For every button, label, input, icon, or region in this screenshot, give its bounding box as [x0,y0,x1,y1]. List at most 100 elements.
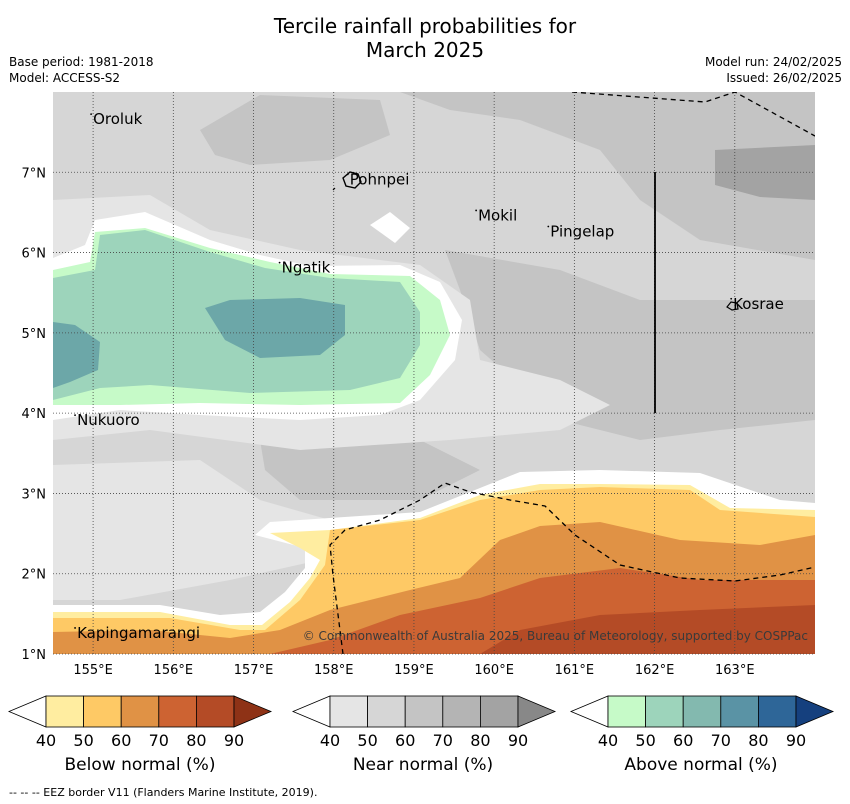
colorbar-min-arrow [291,695,331,728]
model-run: Model run: 24/02/2025 [704,55,842,69]
below-normal-colorbar: 40 50 60 70 80 90 [7,695,273,750]
above-normal-60-core [205,298,345,358]
colorbar-tick-label: 80 [748,731,768,750]
place-label: Oroluk [93,110,142,128]
colorbar-segment [120,695,160,728]
place-marker [74,627,76,629]
lat-tick-label: 1°N [22,648,47,663]
map-title-line1: Tercile rainfall probabilities for [273,14,577,38]
lon-tick-label: 157°E [234,663,274,678]
place-marker [475,209,478,212]
eez-footer-note: -- -- -- EEZ border V11 (Flanders Marine… [9,786,318,799]
lat-tick-label: 3°N [22,487,47,502]
near-normal-label: Near normal (%) [352,755,494,775]
colorbar-segment [720,695,759,728]
place-label: Kosrae [733,295,784,313]
place-label: Pohnpei [350,170,410,188]
lon-tick-label: 158°E [314,663,354,678]
kosrae-island [726,301,739,311]
colorbar-tick-label: 80 [470,731,490,750]
above-normal-label: Above normal (%) [624,755,778,775]
lon-tick-label: 159°E [394,663,434,678]
colorbar-segment [195,695,235,728]
lon-tick-label: 161°E [555,663,595,678]
colorbar-segment [607,695,646,728]
place-labels: Oroluk Pohnpei Mokil Pingelap Ngatik Kosrae Nu… [74,110,784,642]
colorbar-tick-label: 70 [711,731,731,750]
colorbar-tick-label: 40 [598,731,618,750]
eez-borders [329,92,815,654]
near-normal-colorbar: 40 50 60 70 80 90 [291,695,557,750]
colorbar-tick-label: 70 [149,731,169,750]
colorbar-tick-label: 90 [786,731,806,750]
colorbar-segment [682,695,722,728]
colorbars: 40 50 60 70 80 90 40 50 60 70 80 90 40 50 60 70 80 90 [7,695,835,750]
colorbar-max-arrow [233,695,273,728]
colorbar-tick-label: 50 [635,731,655,750]
colorbar-tick-label: 60 [395,731,415,750]
lon-tick-label: 162°E [635,663,675,678]
eez-border-north [571,92,815,137]
lon-tick-label: 155°E [73,663,113,678]
place-label: Kapingamarangi [77,624,200,642]
colorbar-tick-label: 40 [320,731,340,750]
colorbar-segment [404,695,444,728]
place-marker [730,297,733,300]
base-period: Base period: 1981-2018 [9,55,154,69]
colorbar-tick-label: 50 [357,731,377,750]
colorbar-min-arrow [7,695,47,728]
colorbar-segment [329,695,368,728]
ant-atoll [332,187,336,191]
place-marker [74,414,76,417]
place-marker [278,261,281,264]
lon-tick-label: 160°E [474,663,514,678]
pohnpei-island [342,171,362,189]
colorbar-segment [83,695,122,728]
copyright-text: © Commonwealth of Australia 2025, Bureau… [303,629,808,643]
lat-tick-label: 5°N [22,327,47,342]
probability-field [53,92,815,654]
below-normal-80 [480,605,815,654]
colorbar-segment [158,695,197,728]
lat-tick-label: 7°N [22,166,47,181]
issued-date: Issued: 26/02/2025 [726,71,842,85]
colorbar-segment [645,695,684,728]
colorbar-tick-label: 70 [433,731,453,750]
below-normal-label: Below normal (%) [64,755,216,775]
place-marker [90,113,93,116]
colorbar-segment [758,695,797,728]
place-marker [547,225,550,228]
lon-tick-label: 156°E [154,663,194,678]
colorbar-tick-label: 90 [508,731,528,750]
lon-tick-label: 163°E [715,663,755,678]
white-patch [370,212,410,243]
place-label: Ngatik [282,259,331,277]
near-normal-60-ne [400,92,815,260]
colorbar-max-arrow [795,695,835,728]
colorbar-tick-label: 40 [36,731,56,750]
colorbar-tick-label: 80 [186,731,206,750]
place-label: Pingelap [550,223,614,241]
lat-tick-label: 6°N [22,247,47,262]
colorbar-max-arrow [517,695,557,728]
axis-ticks: 155°E 156°E 157°E 158°E 159°E 160°E 161°E 162°E… [22,166,755,678]
model-name: Model: ACCESS-S2 [9,71,121,85]
near-normal-40-south [53,460,330,600]
place-marker [346,173,349,176]
colorbar-tick-label: 60 [111,731,131,750]
colorbar-tick-label: 90 [224,731,244,750]
colorbar-tick-label: 50 [73,731,93,750]
lat-tick-label: 2°N [22,568,47,583]
place-label: Mokil [478,206,517,224]
map-title-line2: March 2025 [365,38,485,62]
colorbar-segment [479,695,519,728]
above-normal-colorbar: 40 50 60 70 80 90 [569,695,835,750]
near-normal-60-n [200,95,390,165]
above-normal-60-west [53,322,100,388]
colorbar-segment [367,695,406,728]
colorbar-segment [45,695,84,728]
colorbar-min-arrow [569,695,609,728]
colorbar-segment [442,695,481,728]
colorbar-tick-label: 60 [673,731,693,750]
